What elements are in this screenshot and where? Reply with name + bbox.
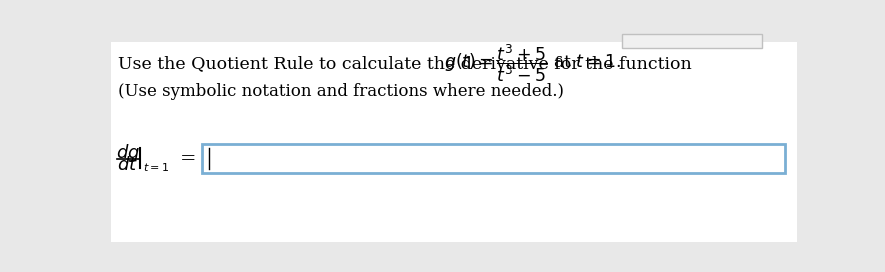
- Text: $dg$: $dg$: [116, 142, 140, 164]
- Text: =: =: [180, 150, 196, 168]
- FancyBboxPatch shape: [622, 34, 762, 48]
- Text: $t=1$: $t=1$: [143, 161, 169, 173]
- Text: $g(t) = \dfrac{t^3+5}{t^3-5}$ at $t = 1$.: $g(t) = \dfrac{t^3+5}{t^3-5}$ at $t = 1$…: [444, 43, 621, 84]
- Text: $dt$: $dt$: [117, 156, 138, 174]
- FancyBboxPatch shape: [202, 144, 785, 173]
- FancyBboxPatch shape: [111, 42, 796, 242]
- Text: Use the Quotient Rule to calculate the derivative for the function: Use the Quotient Rule to calculate the d…: [119, 55, 697, 72]
- Text: (Use symbolic notation and fractions where needed.): (Use symbolic notation and fractions whe…: [119, 84, 565, 100]
